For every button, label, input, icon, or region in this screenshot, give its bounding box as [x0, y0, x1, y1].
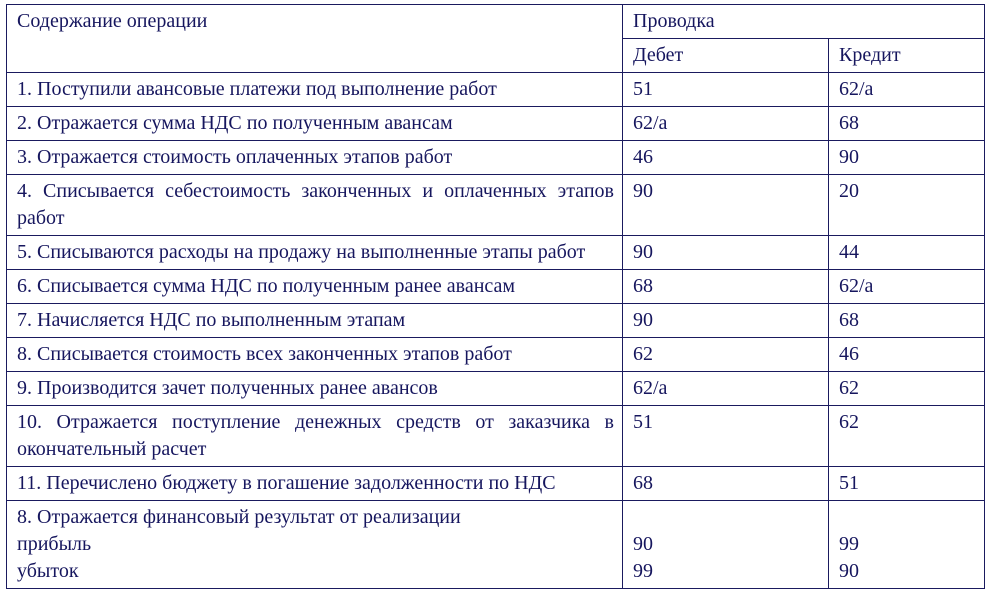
header-debit: Дебет [623, 39, 829, 73]
row-description: 5. Списываются расходы на продажу на вып… [7, 236, 623, 270]
row-debit: 62/а [623, 107, 829, 141]
row-debit: 90 [623, 175, 829, 236]
row-description: 8. Списывается стоимость всех законченны… [7, 338, 623, 372]
table-row-final: 8. Отражается финансовый результат от ре… [7, 501, 985, 589]
row-debit: 90 [623, 304, 829, 338]
row-credit: 62/а [829, 270, 985, 304]
row-credit: 62 [829, 372, 985, 406]
row-debit: 68 [623, 467, 829, 501]
table-row: 11. Перечислено бюджету в погашение задо… [7, 467, 985, 501]
row-description: 1. Поступили авансовые платежи под выпол… [7, 73, 623, 107]
final-credit-value: 90 [839, 558, 976, 585]
table-row: 8. Списывается стоимость всех законченны… [7, 338, 985, 372]
row-debit: 51 [623, 73, 829, 107]
row-credit: 44 [829, 236, 985, 270]
row-description: 7. Начисляется НДС по выполненным этапам [7, 304, 623, 338]
row-debit: 46 [623, 141, 829, 175]
row-debit: 68 [623, 270, 829, 304]
header-row-1: Содержание операции Проводка [7, 5, 985, 39]
table-row: 10. Отражается поступление денежных сред… [7, 406, 985, 467]
final-line-label: убыток [17, 558, 614, 585]
final-debit-value: 99 [633, 558, 820, 585]
final-line-label: прибыль [17, 531, 614, 558]
row-description: 11. Перечислено бюджету в погашение задо… [7, 467, 623, 501]
row-debit: 62 [623, 338, 829, 372]
row-credit: 20 [829, 175, 985, 236]
final-credit-value: 99 [839, 531, 976, 558]
row-debit: 51 [623, 406, 829, 467]
table-row: 3. Отражается стоимость оплаченных этапо… [7, 141, 985, 175]
row-credit: 62 [829, 406, 985, 467]
row-credit: 68 [829, 304, 985, 338]
row-credit: 90 [829, 141, 985, 175]
header-credit: Кредит [829, 39, 985, 73]
header-description: Содержание операции [7, 5, 623, 73]
row-description: 9. Производится зачет полученных ранее а… [7, 372, 623, 406]
final-credit-blank [839, 504, 976, 531]
final-description: 8. Отражается финансовый результат от ре… [7, 501, 623, 589]
row-description: 10. Отражается поступление денежных сред… [7, 406, 623, 467]
final-credit: 9990 [829, 501, 985, 589]
row-debit: 90 [623, 236, 829, 270]
final-title: 8. Отражается финансовый результат от ре… [17, 504, 614, 531]
row-credit: 62/а [829, 73, 985, 107]
table-row: 2. Отражается сумма НДС по полученным ав… [7, 107, 985, 141]
row-description: 2. Отражается сумма НДС по полученным ав… [7, 107, 623, 141]
row-credit: 68 [829, 107, 985, 141]
table-row: 1. Поступили авансовые платежи под выпол… [7, 73, 985, 107]
table-row: 4. Списывается себестоимость законченных… [7, 175, 985, 236]
table-row: 7. Начисляется НДС по выполненным этапам… [7, 304, 985, 338]
final-debit-value: 90 [633, 531, 820, 558]
table-row: 5. Списываются расходы на продажу на вып… [7, 236, 985, 270]
row-description: 4. Списывается себестоимость законченных… [7, 175, 623, 236]
final-debit: 9099 [623, 501, 829, 589]
accounting-table: Содержание операции Проводка Дебет Креди… [6, 4, 985, 589]
row-description: 6. Списывается сумма НДС по полученным р… [7, 270, 623, 304]
header-posting: Проводка [623, 5, 985, 39]
table-row: 6. Списывается сумма НДС по полученным р… [7, 270, 985, 304]
row-debit: 62/а [623, 372, 829, 406]
final-debit-blank [633, 504, 820, 531]
row-credit: 46 [829, 338, 985, 372]
row-description: 3. Отражается стоимость оплаченных этапо… [7, 141, 623, 175]
table-row: 9. Производится зачет полученных ранее а… [7, 372, 985, 406]
row-credit: 51 [829, 467, 985, 501]
